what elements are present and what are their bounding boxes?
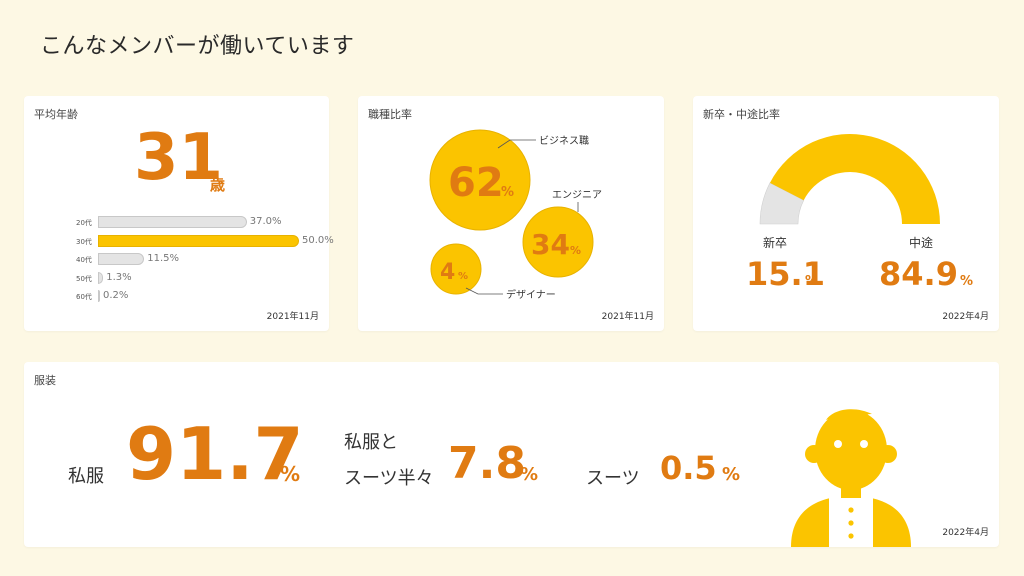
age-row-label: 30代 — [76, 237, 92, 246]
average-age-value: 31 — [134, 121, 224, 195]
page-title: こんなメンバーが働いています — [40, 34, 355, 59]
suit-value: 0.5 — [660, 449, 717, 487]
business-label: ビジネス職 — [539, 135, 589, 147]
half-value: 7.8 — [448, 438, 526, 489]
job-ratio-card: 職種比率 62 % ビジネス職 34 % エンジニア 4 % デザイナー 202… — [358, 96, 664, 331]
age-row: 30代 50.0% — [76, 234, 334, 249]
hire-ratio-gauge — [759, 134, 940, 225]
age-row-bar — [98, 234, 299, 247]
casual-unit: % — [280, 462, 301, 486]
designer-value: 4 — [440, 260, 455, 285]
new-grad-label: 新卒 — [763, 236, 788, 250]
bubble-designer — [430, 243, 482, 295]
hire-ratio-card: 新卒・中途比率 新卒 15.1 % 中途 84.9 % 2022年4月 — [693, 96, 999, 331]
mid-career-label: 中途 — [909, 236, 934, 250]
business-unit: % — [501, 185, 514, 200]
average-age-unit: 歳 — [210, 176, 226, 194]
age-row-value: 37.0% — [249, 216, 282, 227]
engineer-label: エンジニア — [552, 190, 602, 201]
age-row-bar — [98, 290, 100, 302]
age-row-bar — [98, 271, 104, 284]
clothing-date: 2022年4月 — [942, 528, 989, 538]
age-row-bar — [98, 253, 145, 265]
average-age-date: 2021年11月 — [266, 312, 319, 322]
age-row-label: 50代 — [76, 274, 92, 283]
average-age-title: 平均年齢 — [34, 108, 78, 121]
age-row: 40代 11.5% — [76, 253, 316, 267]
mid-career-unit: % — [960, 274, 974, 289]
half-label-line1: 私服と — [344, 432, 398, 453]
designer-unit: % — [458, 271, 468, 282]
age-row-bar — [98, 216, 247, 228]
engineer-value: 34 — [531, 228, 570, 261]
average-age-card: 平均年齢 31 歳 20代 37.0% 30代 50.0% 40代 11.5% 50代 1.3… — [24, 96, 334, 331]
half-label-line2: スーツ半々 — [344, 468, 434, 489]
job-ratio-bubbles: 62 % ビジネス職 34 % エンジニア 4 % デザイナー — [429, 129, 602, 301]
gauge-mid-career-segment — [769, 134, 940, 224]
job-ratio-title: 職種比率 — [368, 108, 412, 121]
engineer-unit: % — [570, 244, 581, 257]
bubble-engineer — [522, 206, 594, 278]
age-row-value: 0.2% — [103, 290, 129, 301]
clothing-title: 服装 — [34, 374, 56, 387]
person-illustration-icon — [791, 409, 911, 547]
clothing-card: 服装 私服 91.7 % 私服と スーツ半々 7.8 % スーツ 0.5 % 2… — [24, 362, 999, 547]
age-row-label: 20代 — [76, 219, 92, 227]
suit-unit: % — [722, 464, 741, 485]
age-row-value: 1.3% — [106, 271, 132, 283]
business-value: 62 — [448, 160, 504, 206]
job-ratio-date: 2021年11月 — [601, 312, 654, 322]
designer-label: デザイナー — [506, 288, 556, 301]
age-row: 60代 0.2% — [76, 290, 316, 304]
age-row: 20代 37.0% — [76, 216, 316, 230]
new-grad-unit: % — [805, 274, 819, 289]
hire-ratio-title: 新卒・中途比率 — [703, 108, 780, 121]
age-row-label: 40代 — [76, 256, 92, 264]
hire-ratio-date: 2022年4月 — [942, 312, 989, 322]
casual-label: 私服 — [68, 466, 104, 487]
age-row-value: 50.0% — [302, 234, 334, 246]
mid-career-value: 84.9 — [879, 255, 958, 293]
age-row-value: 11.5% — [147, 253, 179, 264]
bubble-business — [429, 129, 531, 231]
new-grad-value: 15.1 — [746, 255, 825, 293]
age-row: 50代 1.3% — [76, 271, 316, 286]
age-row-label: 60代 — [76, 293, 92, 301]
suit-label: スーツ — [586, 468, 640, 489]
casual-value: 91.7 — [126, 412, 304, 496]
half-unit: % — [520, 464, 539, 485]
